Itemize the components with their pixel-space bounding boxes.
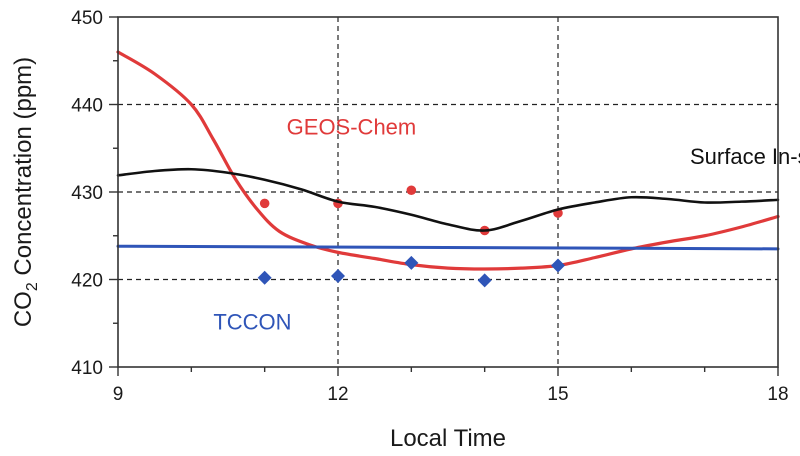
y-axis-title: CO2 Concentration (ppm) (10, 57, 41, 327)
surface-in-situ-label: Surface In-situ (690, 144, 800, 169)
tccon-label: TCCON (213, 309, 291, 334)
grid-layer (118, 17, 778, 367)
axis-layer: 9 12 15 18 410 420 430 440 450 Local Time CO2 Conc… (10, 8, 789, 452)
x-tick-label-18: 18 (767, 384, 788, 405)
y-axis-title-suffix: Concentration (ppm) (10, 57, 37, 282)
tccon-points-12 (331, 269, 345, 283)
y-tick-label-450: 450 (71, 8, 103, 29)
y-tick-label-410: 410 (71, 358, 103, 379)
tccon-points-15 (551, 258, 565, 273)
y-axis-title-prefix: CO (10, 291, 37, 327)
series-layer (116, 50, 780, 288)
tccon-line (116, 244, 780, 251)
y-axis-title-subscript: 2 (24, 282, 41, 291)
surface-in-situu-line (116, 167, 780, 232)
geos-chem-label: GEOS-Chem (287, 114, 417, 139)
tccon-points-13 (404, 255, 419, 270)
geos-chem-points-11 (259, 198, 270, 209)
geos-chem-line (116, 50, 780, 271)
x-tick-label-15: 15 (547, 384, 568, 405)
y-tick-label-430: 430 (71, 183, 103, 204)
x-tick-label-9: 9 (113, 384, 124, 405)
tccon-points-14 (477, 273, 492, 288)
x-tick-label-12: 12 (327, 384, 348, 405)
annotation-layer: GEOS-Chem Surface In-situ TCCON (213, 114, 800, 334)
y-tick-label-440: 440 (71, 96, 103, 117)
tccon-points-11 (257, 270, 272, 285)
y-tick-label-420: 420 (71, 271, 103, 292)
x-axis-title: Local Time (390, 425, 506, 452)
geos-chem-points-13 (406, 185, 417, 196)
